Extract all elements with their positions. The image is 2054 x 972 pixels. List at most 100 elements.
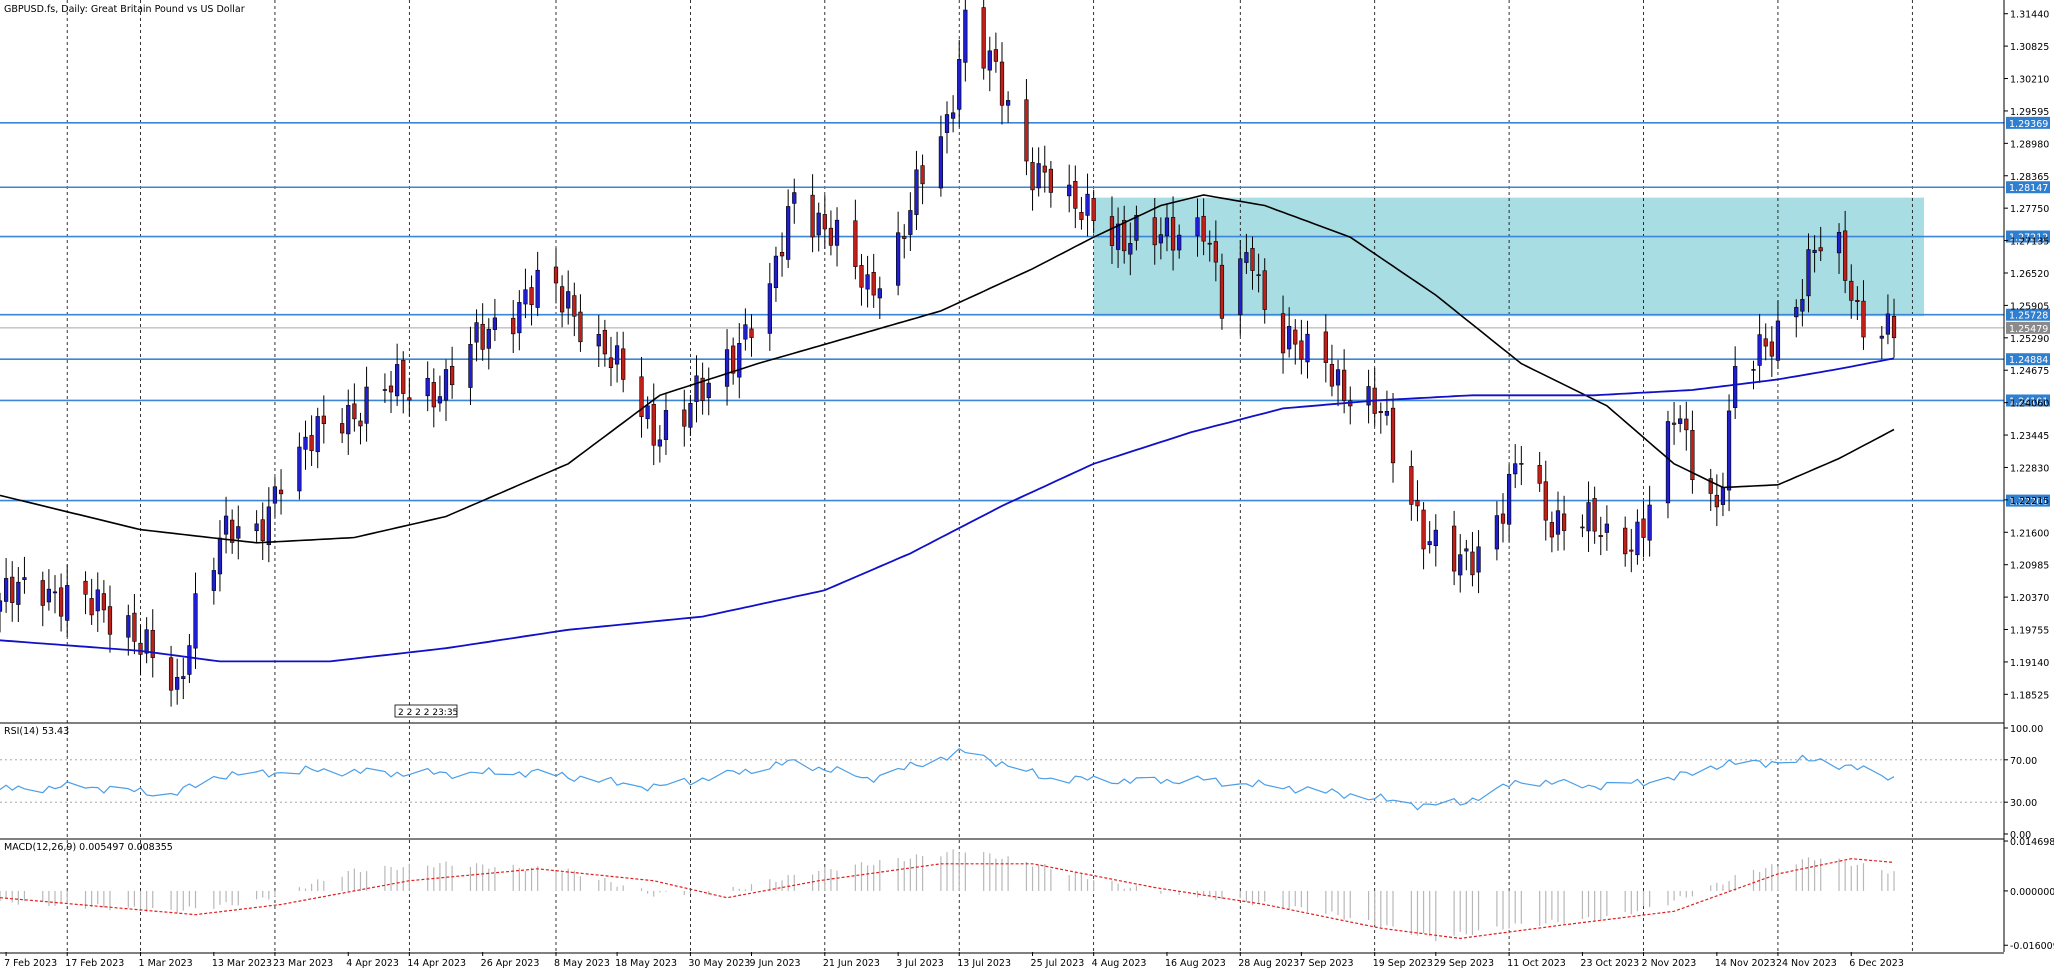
time-tick-label: 7 Feb 2023 xyxy=(4,958,57,969)
candle-bear xyxy=(1549,522,1554,538)
candle-bull xyxy=(181,676,186,679)
candle-bear xyxy=(1170,217,1176,251)
candle-bear xyxy=(1769,341,1774,357)
candle-bull xyxy=(1244,252,1249,263)
level-tag xyxy=(2006,181,2050,194)
candle-bull xyxy=(1036,163,1041,189)
candle-bull xyxy=(987,50,992,71)
candle-bull xyxy=(46,588,51,603)
candle-bull xyxy=(743,324,748,340)
time-tick-label: 18 May 2023 xyxy=(615,958,677,969)
candle-bear xyxy=(407,397,412,401)
candle-bull xyxy=(1720,486,1726,505)
rsi-panel: 100.00 70.00 30.00 0.00 xyxy=(0,724,2043,841)
candle-bear xyxy=(1250,248,1255,271)
candle-bull xyxy=(963,9,968,63)
candle-bull xyxy=(1733,366,1738,408)
time-tick-label: 19 Sep 2023 xyxy=(1373,958,1433,969)
candle-bear xyxy=(608,357,614,369)
candle-bull xyxy=(126,615,131,638)
candle-bull xyxy=(865,274,870,290)
candle-bear xyxy=(40,580,45,606)
candle-bull xyxy=(908,210,913,235)
candle-bull xyxy=(1115,223,1121,250)
candle-bear xyxy=(230,519,235,543)
candle-bear xyxy=(602,329,607,355)
candle-bear xyxy=(749,328,754,338)
candle-bear xyxy=(1048,168,1053,193)
candle-bear xyxy=(89,598,94,616)
price-tick-label: 1.25905 xyxy=(2010,301,2049,312)
candle-bull xyxy=(1775,320,1781,361)
resistance-zone xyxy=(1093,197,1924,317)
candle-bear xyxy=(1690,430,1695,480)
candle-bear xyxy=(981,7,986,69)
candle-bull xyxy=(663,410,669,440)
candle-bear xyxy=(278,489,284,495)
candle-bull xyxy=(834,219,840,246)
candle-bear xyxy=(1323,331,1328,363)
level-tag xyxy=(2006,494,2050,507)
price-tick-label: 1.28365 xyxy=(2010,172,2049,183)
candle-bull xyxy=(706,382,711,399)
time-tick-label: 14 Nov 2023 xyxy=(1715,958,1776,969)
candle-bull xyxy=(1751,369,1756,371)
price-level-lines: 1.29369 1.28147 1.27212 1.25728 1.24884 1.241… xyxy=(0,116,2050,508)
candle-bull xyxy=(1005,100,1011,106)
candle-bull xyxy=(223,515,229,535)
level-tag-label: 1.28147 xyxy=(2009,183,2048,194)
macd-tick-label: 0.014698 xyxy=(2010,837,2054,848)
candle-bull xyxy=(364,386,369,424)
candle-bear xyxy=(1299,340,1304,360)
candle-bear xyxy=(1598,535,1603,537)
candle-bear xyxy=(340,423,345,434)
timestamp-label: 2 2 2 2 23:35 xyxy=(398,708,458,718)
candle-bear xyxy=(309,435,314,451)
candle-bull xyxy=(236,526,241,539)
current-price-label: 1.25479 xyxy=(2009,324,2048,335)
price-tick-label: 1.24675 xyxy=(2010,366,2049,377)
candle-bear xyxy=(431,382,436,408)
candle-bull xyxy=(303,436,308,450)
price-tick-label: 1.22830 xyxy=(2010,463,2049,474)
candle-bear xyxy=(559,286,565,313)
candle-bull xyxy=(1476,546,1481,573)
candle-bull xyxy=(657,439,662,447)
candle-bear xyxy=(1623,527,1628,555)
candle-bull xyxy=(792,192,797,204)
candle-bear xyxy=(1543,481,1548,521)
price-tick-label: 1.19140 xyxy=(2010,658,2049,669)
candle-bear xyxy=(321,415,326,424)
candle-bear xyxy=(132,612,137,642)
candle-bear xyxy=(1201,215,1206,242)
candle-bear xyxy=(1470,551,1475,576)
price-tick-label: 1.19755 xyxy=(2010,626,2049,637)
candle-bear xyxy=(1537,465,1542,484)
candle-bull xyxy=(382,389,388,391)
time-tick-label: 2 Nov 2023 xyxy=(1642,958,1697,969)
candle-bull xyxy=(737,343,742,378)
candle-bear xyxy=(572,295,577,317)
candle-bear xyxy=(1030,162,1035,191)
price-tick-label: 1.18525 xyxy=(2010,690,2049,701)
price-tick-label: 1.27135 xyxy=(2010,237,2049,248)
time-tick-label: 11 Oct 2023 xyxy=(1507,958,1566,969)
candle-bull xyxy=(523,289,528,305)
candle-bear xyxy=(1592,498,1597,532)
level-tag-label: 1.24101 xyxy=(2009,396,2048,407)
candle-bear xyxy=(871,271,876,296)
candle-bear xyxy=(1073,180,1078,209)
candle-bull xyxy=(1586,502,1591,532)
candle-bear xyxy=(10,576,15,603)
current-price-tag xyxy=(2006,321,2050,334)
candle-bear xyxy=(1891,316,1897,339)
candle-bear xyxy=(1818,247,1823,252)
candle-bear xyxy=(1378,411,1383,414)
candle-bull xyxy=(346,405,351,435)
time-tick-label: 3 Jul 2023 xyxy=(896,958,944,969)
level-tag xyxy=(2006,230,2050,243)
candle-bull xyxy=(144,629,149,654)
candle-bull xyxy=(1635,521,1640,556)
price-tick-label: 1.21600 xyxy=(2010,528,2049,539)
